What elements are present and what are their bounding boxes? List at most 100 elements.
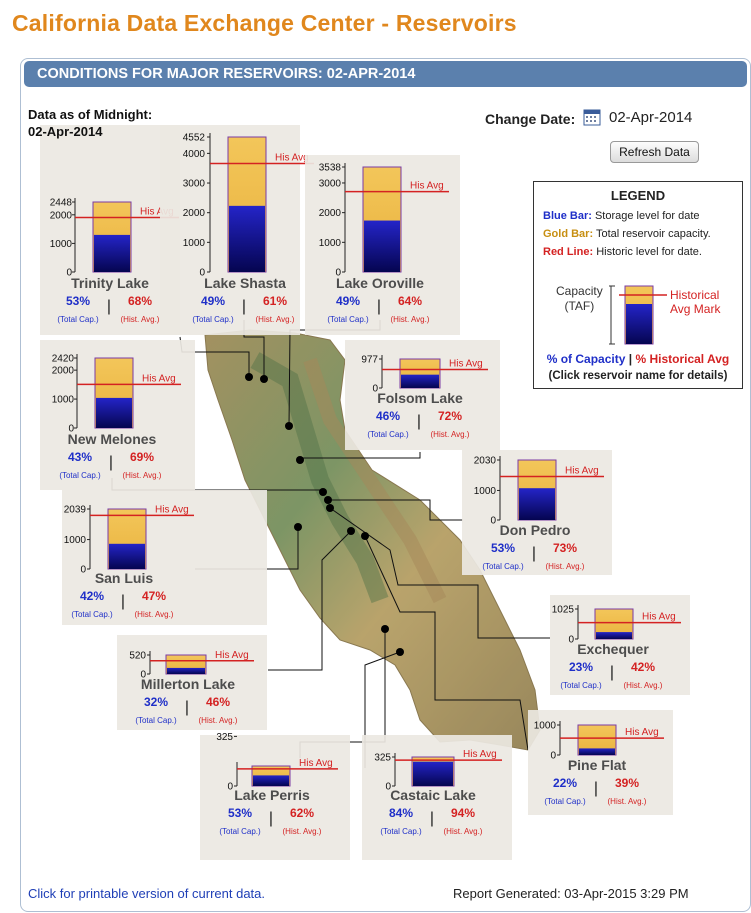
storage-bar	[401, 374, 439, 388]
legend-box: LEGEND Blue Bar: Storage level for date …	[533, 181, 743, 389]
pct-historical: 61%	[263, 294, 287, 308]
refresh-data-button[interactable]: Refresh Data	[610, 141, 699, 163]
legend-gold-text: Total reservoir capacity.	[595, 228, 711, 240]
total-cap-label: (Total Cap.)	[71, 610, 113, 619]
reservoir-location-dot	[285, 422, 293, 430]
reservoir-card: 0 520 His Avg Millerton Lake 32% 46% | (Total C…	[117, 635, 267, 730]
reservoir-location-dot	[324, 496, 332, 504]
pct-historical: 62%	[290, 806, 314, 820]
y-tick-label: 0	[550, 751, 556, 762]
y-tick-label: 2039	[64, 505, 87, 516]
y-tick-label: 2000	[319, 208, 342, 219]
change-date-value[interactable]: 02-Apr-2014	[609, 109, 693, 126]
pct-capacity: 84%	[389, 806, 413, 820]
y-tick-label: 3000	[319, 178, 342, 189]
y-tick-label: 1025	[552, 605, 575, 616]
his-avg-label: His Avg	[215, 650, 249, 661]
reservoir-card-background	[345, 340, 500, 450]
calendar-icon[interactable]	[583, 108, 601, 126]
pct-historical: 73%	[553, 541, 577, 555]
y-tick-label: 3000	[183, 179, 206, 190]
storage-bar	[229, 205, 265, 272]
y-tick-label: 520	[129, 651, 146, 662]
his-avg-label: His Avg	[565, 465, 599, 476]
his-avg-label: His Avg	[449, 358, 483, 369]
reservoir-name-link[interactable]: Castaic Lake	[390, 787, 476, 803]
y-tick-label: 0	[568, 635, 574, 646]
hist-avg-label: (Hist. Avg.)	[624, 681, 663, 690]
pct-separator: |	[430, 810, 434, 827]
hist-avg-label: (Hist. Avg.)	[199, 716, 238, 725]
pct-capacity: 53%	[491, 541, 515, 555]
legend-blue-key: Blue Bar:	[543, 210, 592, 222]
reservoir-name-link[interactable]: Folsom Lake	[377, 390, 463, 406]
pct-capacity: 53%	[228, 806, 252, 820]
pct-separator: |	[417, 413, 421, 430]
reservoir-location-dot	[245, 373, 253, 381]
legend-pct-capacity: % of Capacity	[546, 352, 626, 366]
reservoir-location-dot	[319, 488, 327, 496]
pct-capacity: 49%	[336, 294, 360, 308]
pct-separator: |	[121, 593, 125, 610]
reservoir-location-dot	[347, 527, 355, 535]
pct-historical: 68%	[128, 294, 152, 308]
printable-version-link[interactable]: Click for printable version of current d…	[28, 886, 265, 901]
legend-pct-hist: % Historical Avg	[635, 352, 730, 366]
total-cap-label: (Total Cap.)	[482, 562, 524, 571]
data-as-of-label: Data as of Midnight:	[28, 107, 153, 122]
reservoir-name-link[interactable]: Exchequer	[577, 641, 649, 657]
pct-historical: 46%	[206, 695, 230, 709]
legend-click-note: (Click reservoir name for details)	[548, 370, 728, 382]
legend-capacity-line1: Capacity	[556, 284, 603, 298]
pct-capacity: 22%	[553, 776, 577, 790]
pct-separator: |	[269, 810, 273, 827]
y-tick-label: 1000	[64, 535, 87, 546]
reservoir-name-link[interactable]: Pine Flat	[568, 757, 627, 773]
hist-avg-label: (Hist. Avg.)	[123, 471, 162, 480]
pct-separator: |	[185, 699, 189, 716]
reservoir-name-link[interactable]: Don Pedro	[500, 522, 571, 538]
reservoir-name-link[interactable]: Trinity Lake	[71, 275, 149, 291]
pct-historical: 47%	[142, 589, 166, 603]
legend-sample-bar	[609, 285, 667, 345]
y-tick-label: 977	[361, 355, 378, 366]
pct-historical: 69%	[130, 450, 154, 464]
leader-line	[364, 651, 401, 768]
pct-capacity: 43%	[68, 450, 92, 464]
his-avg-label: His Avg	[275, 153, 309, 164]
storage-bar	[167, 667, 205, 674]
leader-line	[364, 535, 529, 751]
pct-separator: |	[610, 664, 614, 681]
pct-separator: |	[107, 298, 111, 315]
reservoir-name-link[interactable]: Lake Shasta	[204, 275, 286, 291]
hist-avg-label: (Hist. Avg.)	[431, 430, 470, 439]
reservoir-card-background	[362, 735, 512, 860]
reservoir-location-dot	[294, 523, 302, 531]
storage-bar	[94, 234, 130, 272]
reservoir-card: 0 1000 2000 3000 3538 His Avg Lake Oroville 49%…	[305, 155, 460, 335]
storage-bar	[519, 488, 555, 520]
y-tick-label: 0	[68, 424, 74, 435]
hist-avg-label: (Hist. Avg.)	[283, 827, 322, 836]
y-tick-label: 1000	[183, 238, 206, 249]
pct-historical: 39%	[615, 776, 639, 790]
y-tick-label: 4552	[183, 133, 206, 144]
reservoir-name-link[interactable]: Lake Oroville	[336, 275, 424, 291]
reservoir-name-link[interactable]: Millerton Lake	[141, 676, 235, 692]
reservoir-card: 0 325 His Avg Lake Perris 53% 62% | (Total Cap.…	[200, 732, 350, 860]
storage-bar	[253, 775, 289, 786]
pct-separator: |	[377, 298, 381, 315]
legend-blue-text: Storage level for date	[594, 210, 700, 222]
reservoir-name-link[interactable]: Lake Perris	[234, 787, 310, 803]
y-tick-label: 0	[372, 384, 378, 395]
reservoir-card: 0 1000 2030 His Avg Don Pedro 53% 73% | (Total C…	[462, 450, 612, 575]
pct-separator: |	[109, 454, 113, 471]
total-cap-label: (Total Cap.)	[219, 827, 261, 836]
legend-pct-key: % of Capacity | % Historical Avg	[534, 352, 742, 366]
data-as-of: Data as of Midnight: 02-Apr-2014	[28, 106, 152, 140]
y-tick-label: 0	[227, 782, 233, 793]
reservoir-name-link[interactable]: New Melones	[68, 431, 157, 447]
legend-separator: |	[628, 352, 633, 366]
storage-bar	[96, 397, 132, 428]
reservoir-name-link[interactable]: San Luis	[95, 570, 154, 586]
